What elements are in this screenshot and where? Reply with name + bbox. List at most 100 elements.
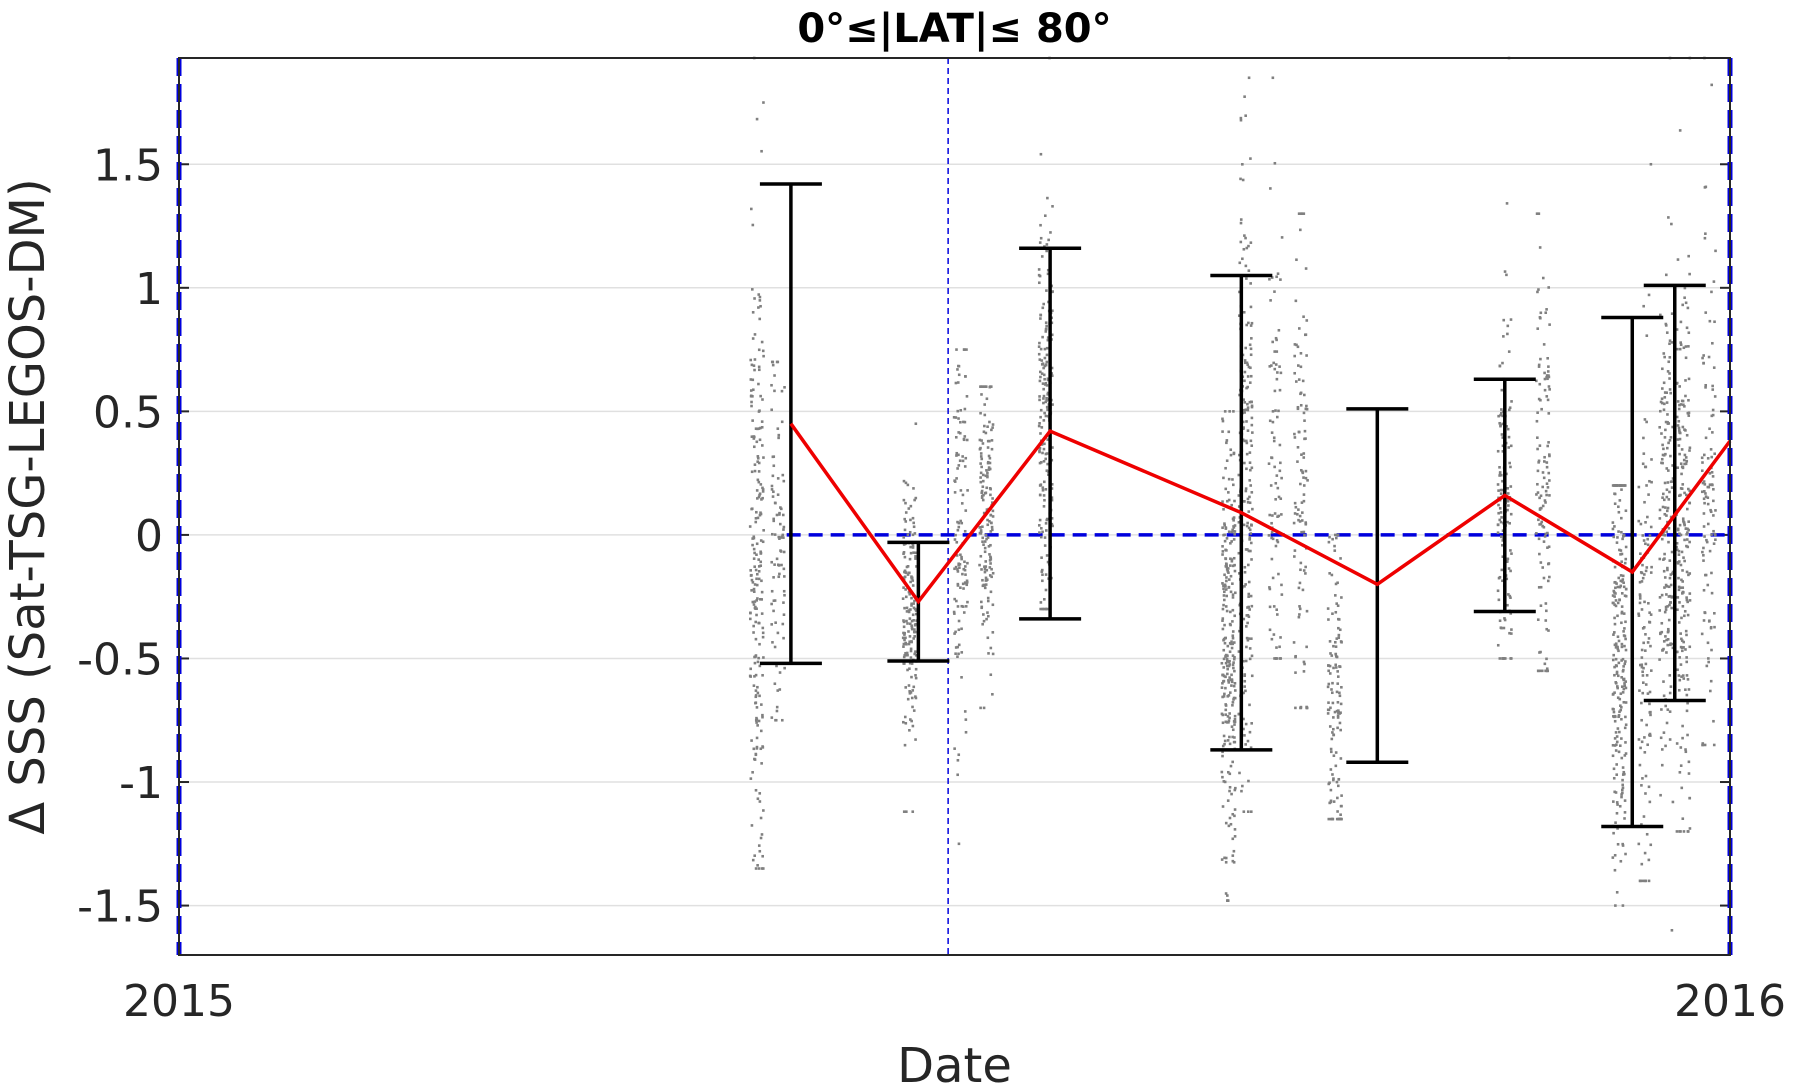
- scatter-point: [1327, 782, 1331, 786]
- scatter-point: [1250, 654, 1254, 658]
- scatter-point: [1620, 611, 1624, 615]
- scatter-point: [1506, 332, 1509, 336]
- scatter-point: [1239, 116, 1243, 120]
- scatter-point: [759, 552, 763, 555]
- scatter-point: [966, 561, 969, 565]
- scatter-point: [1670, 341, 1674, 344]
- scatter-point: [1679, 764, 1683, 767]
- scatter-point: [1336, 726, 1339, 730]
- scatter-point: [959, 489, 963, 492]
- scatter-point: [1039, 601, 1043, 604]
- scatter-point: [1299, 365, 1303, 369]
- scatter-point: [1230, 680, 1234, 684]
- scatter-point: [905, 651, 909, 655]
- scatter-point: [1686, 701, 1689, 705]
- scatter-point: [1250, 558, 1253, 561]
- scatter-point: [962, 587, 965, 590]
- scatter-point: [1233, 689, 1237, 692]
- scatter-point: [1685, 493, 1688, 497]
- scatter-point: [1295, 258, 1298, 262]
- scatter-point: [1647, 637, 1651, 640]
- scatter-point: [1279, 371, 1283, 375]
- scatter-point: [755, 489, 759, 492]
- scatter-point: [1676, 668, 1679, 672]
- scatter-point: [984, 560, 988, 563]
- scatter-point: [1334, 582, 1338, 586]
- scatter-point: [1332, 733, 1335, 737]
- scatter-point: [1303, 429, 1307, 433]
- scatter-point: [1339, 728, 1342, 732]
- scatter-point: [1339, 711, 1342, 714]
- scatter-point: [1247, 365, 1251, 369]
- scatter-point: [1501, 579, 1504, 583]
- scatter-point: [1613, 492, 1616, 496]
- scatter-point: [1682, 677, 1686, 680]
- scatter-point: [915, 609, 918, 612]
- scatter-point: [758, 299, 762, 302]
- scatter-point: [1249, 282, 1252, 285]
- scatter-point: [1245, 636, 1249, 640]
- scatter-point: [1706, 502, 1710, 506]
- scatter-point: [1326, 607, 1330, 610]
- scatter-point: [1046, 268, 1050, 272]
- scatter-point: [1684, 462, 1688, 466]
- scatter-point: [1222, 584, 1225, 588]
- scatter-point: [1231, 728, 1235, 732]
- scatter-point: [908, 617, 912, 620]
- scatter-point: [1039, 370, 1042, 374]
- scatter-point: [1050, 496, 1054, 499]
- scatter-point: [753, 565, 757, 568]
- scatter-point: [1684, 629, 1688, 633]
- scatter-point: [1298, 613, 1301, 616]
- scatter-point: [1248, 501, 1252, 505]
- scatter-point: [1664, 452, 1667, 456]
- scatter-point: [1611, 754, 1615, 758]
- scatter-point: [1304, 522, 1308, 526]
- scatter-point: [1501, 414, 1504, 418]
- scatter-point: [749, 611, 752, 615]
- scatter-point: [958, 566, 961, 569]
- scatter-point: [757, 570, 761, 573]
- scatter-point: [1618, 598, 1621, 601]
- scatter-point: [1242, 500, 1246, 503]
- scatter-point: [1660, 461, 1663, 465]
- scatter-point: [1293, 555, 1296, 558]
- scatter-point: [1614, 657, 1618, 661]
- scatter-point: [1547, 385, 1551, 388]
- scatter-point: [1233, 835, 1237, 838]
- scatter-point: [1664, 420, 1668, 424]
- scatter-point: [1639, 746, 1642, 750]
- scatter-point: [1670, 486, 1674, 489]
- scatter-point: [759, 564, 763, 568]
- scatter-point: [1230, 725, 1234, 728]
- scatter-point: [1506, 487, 1509, 490]
- scatter-point: [1621, 537, 1624, 541]
- scatter-point: [1539, 316, 1542, 320]
- scatter-point: [1548, 575, 1551, 579]
- scatter-point: [909, 580, 912, 584]
- scatter-point: [1622, 612, 1626, 615]
- scatter-point: [960, 627, 963, 631]
- scatter-point: [1545, 657, 1548, 661]
- scatter-point: [908, 728, 911, 732]
- scatter-point: [1618, 499, 1622, 502]
- scatter-point: [757, 656, 760, 660]
- scatter-point: [1497, 489, 1500, 492]
- scatter-point: [1223, 410, 1227, 413]
- scatter-point: [1244, 583, 1247, 586]
- scatter-point: [990, 501, 994, 504]
- scatter-point: [1228, 716, 1231, 720]
- scatter-point: [1543, 460, 1546, 463]
- scatter-point: [1249, 366, 1252, 370]
- scatter-point: [1301, 470, 1304, 474]
- scatter-point: [1643, 500, 1646, 504]
- scatter-point: [1538, 651, 1541, 654]
- scatter-point: [1268, 628, 1272, 632]
- scatter-point: [1328, 725, 1332, 728]
- scatter-point: [749, 358, 753, 362]
- scatter-point: [778, 522, 782, 526]
- scatter-point: [983, 570, 987, 574]
- scatter-point: [1498, 421, 1501, 425]
- scatter-point: [1332, 800, 1336, 803]
- scatter-point: [1624, 587, 1628, 591]
